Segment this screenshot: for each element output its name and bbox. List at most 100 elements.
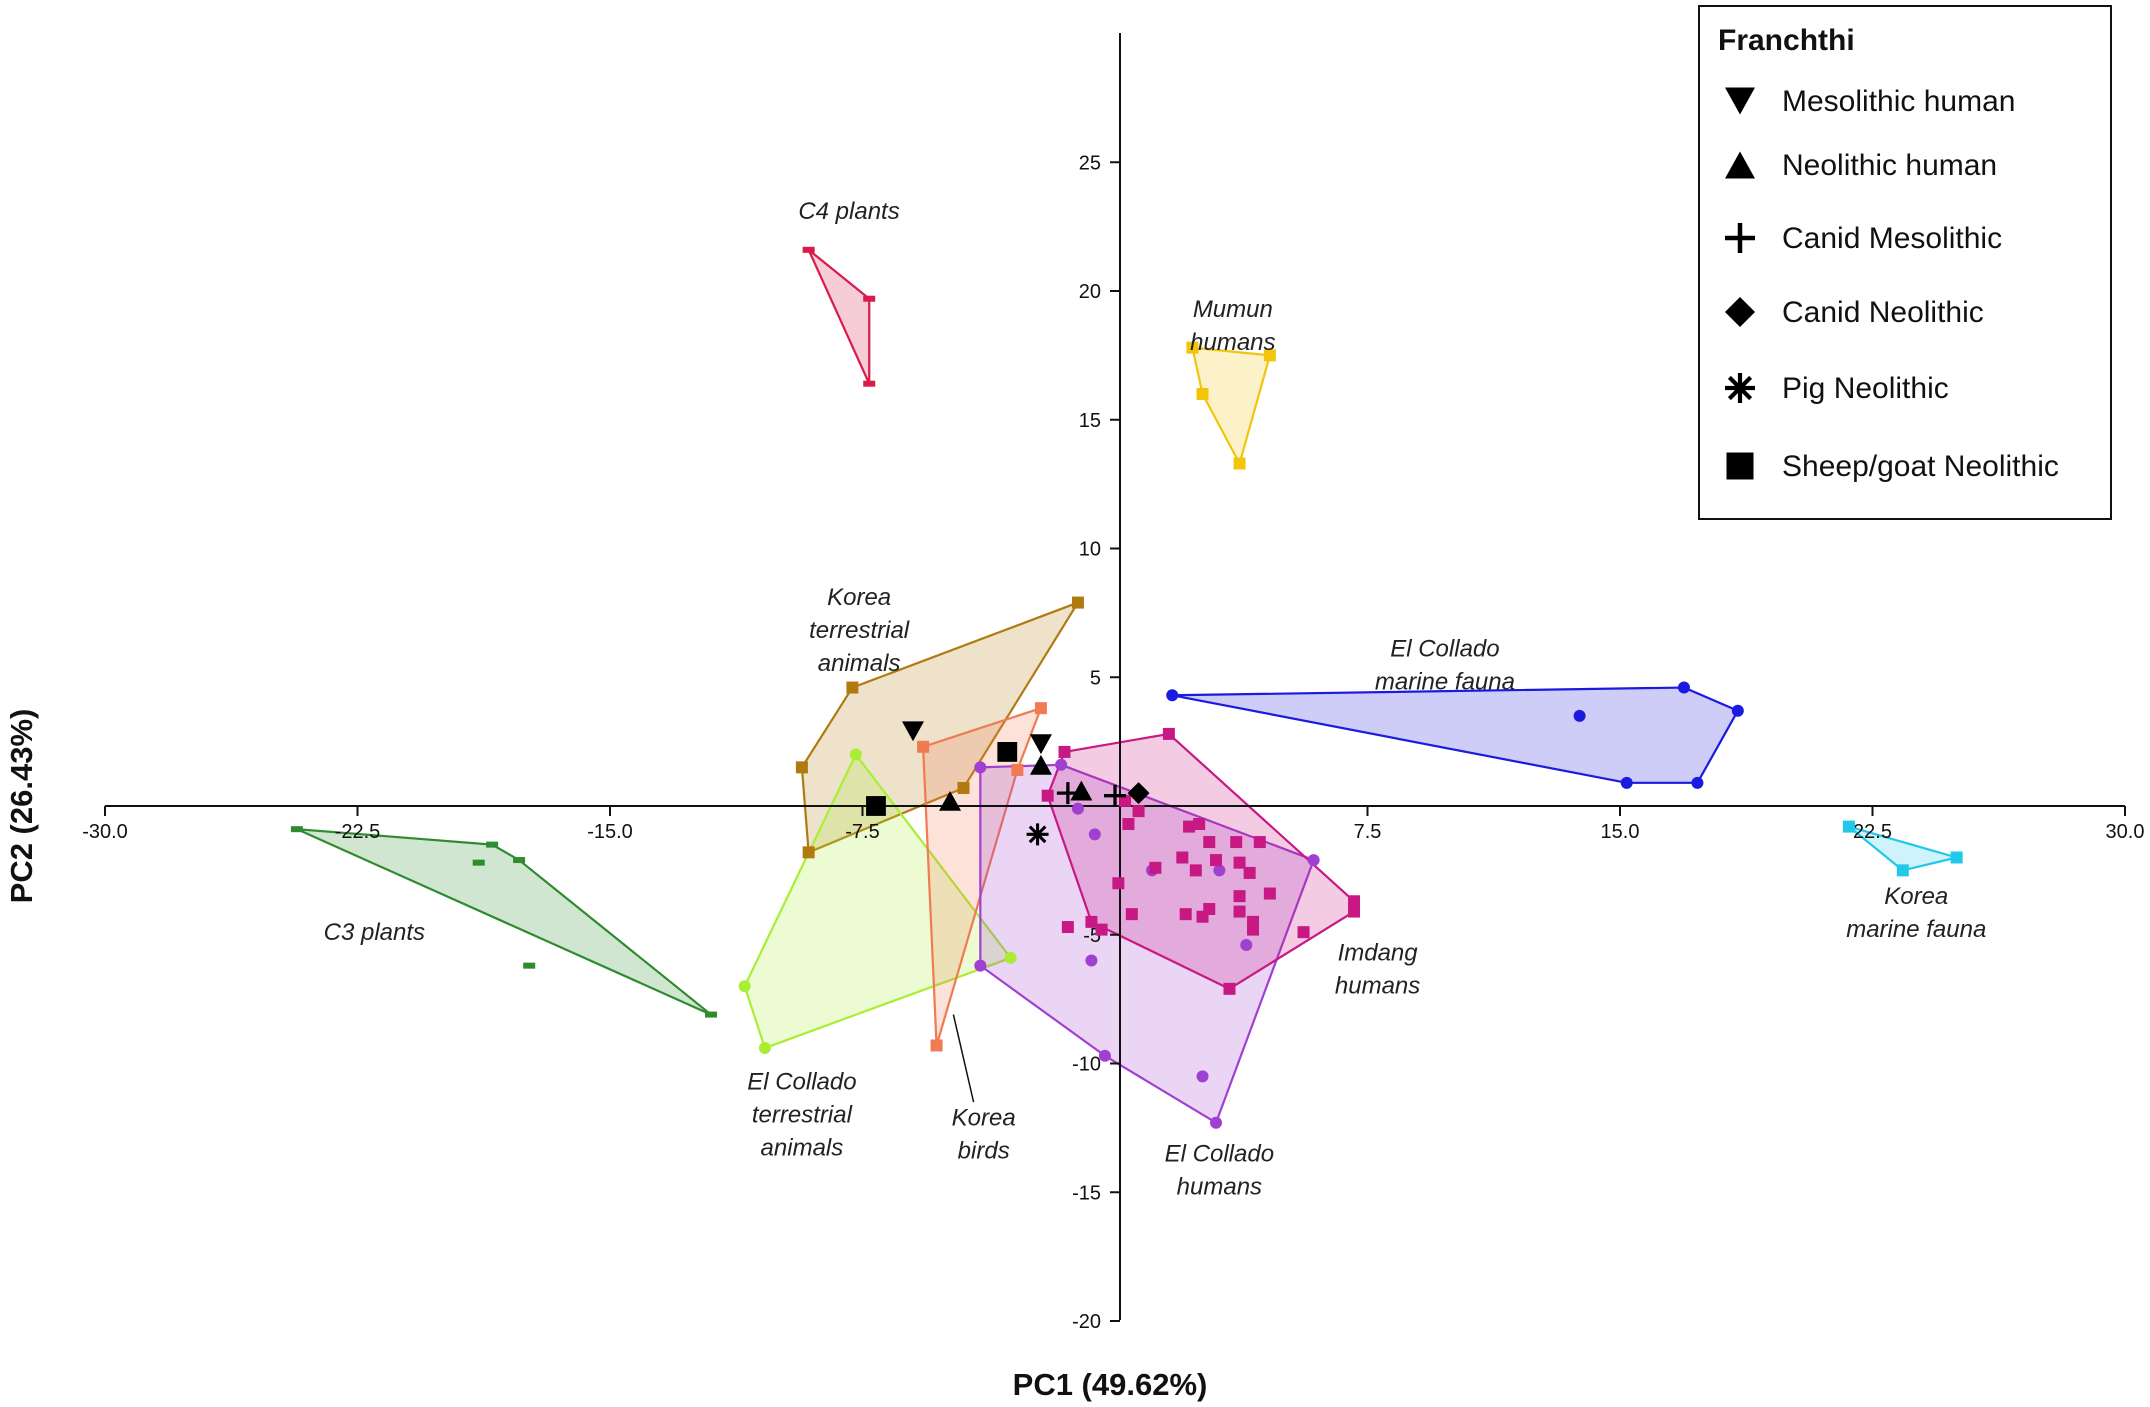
- point-imdang-humans: [1125, 908, 1138, 921]
- point-imdang-humans: [1233, 890, 1246, 903]
- point-el-collado-humans: [1098, 1049, 1111, 1062]
- group-hulls: [295, 248, 1958, 1124]
- hull-el-collado-marine-fauna: [1171, 686, 1739, 784]
- point-imdang-humans: [1132, 805, 1145, 818]
- point-imdang-humans: [1041, 789, 1054, 802]
- point-el-collado-humans: [1085, 954, 1098, 967]
- legend-title: Franchthi: [1718, 24, 1855, 57]
- point-mumun-humans: [1196, 388, 1209, 400]
- point-imdang-humans: [1247, 923, 1260, 936]
- point-el-collado-humans: [974, 761, 987, 774]
- label-korea-terrestrial-animals: terrestrial: [809, 617, 910, 644]
- y-tick-label: 20: [1079, 281, 1101, 303]
- x-tick-label: 7.5: [1354, 821, 1382, 843]
- point-c3-plants: [523, 962, 536, 969]
- point-imdang-humans: [1253, 836, 1266, 849]
- point-el-collado-terrestrial-animals: [758, 1042, 771, 1055]
- label-el-collado-marine-fauna: El Collado: [1390, 636, 1499, 663]
- point-korea-terrestrial-animals: [957, 781, 970, 794]
- point-imdang-humans: [1176, 851, 1189, 864]
- point-el-collado-humans: [1210, 1116, 1222, 1129]
- hull-c4-plants: [807, 248, 871, 385]
- point-korea-birds: [917, 740, 930, 753]
- x-tick-label: 15.0: [1601, 821, 1640, 843]
- label-el-collado-humans: humans: [1177, 1173, 1262, 1200]
- label-korea-terrestrial-animals: Korea: [827, 584, 891, 611]
- point-imdang-humans: [1348, 905, 1361, 918]
- label-el-collado-terrestrial-animals: terrestrial: [752, 1101, 853, 1128]
- legend-label-pig-neolithic: Pig Neolithic: [1782, 372, 1949, 405]
- korea-birds-leader-line: [952, 1014, 975, 1103]
- y-tick-label: 15: [1079, 410, 1101, 432]
- x-axis-title: PC1 (49.62%): [1013, 1367, 1208, 1402]
- hull-mumun-humans: [1191, 346, 1271, 465]
- legend-marker-canid-neolithic: [1725, 297, 1755, 327]
- point-korea-terrestrial-animals: [1071, 596, 1084, 609]
- legend-label-mesolithic-human: Mesolithic human: [1782, 85, 2015, 118]
- point-imdang-humans: [1196, 910, 1209, 923]
- point-imdang-humans: [1183, 820, 1196, 833]
- legend-label-canid-mesolithic: Canid Mesolithic: [1782, 222, 2002, 255]
- point-korea-marine-fauna: [1950, 851, 1963, 864]
- point-imdang-humans: [1179, 908, 1192, 921]
- point-imdang-humans: [1233, 905, 1246, 918]
- point-el-collado-terrestrial-animals: [849, 748, 862, 761]
- point-el-collado-terrestrial-animals: [1004, 951, 1017, 964]
- franchthi-mesolithic-human-point: [902, 721, 924, 742]
- point-el-collado-marine-fauna: [1166, 689, 1179, 702]
- legend-label-sheep-goat-neolithic: Sheep/goat Neolithic: [1782, 450, 2059, 483]
- franchthi-mesolithic-human-point: [1029, 734, 1052, 755]
- group-labels: C4 plants Mumun humans C3 plants Korea terres…: [324, 198, 1987, 1200]
- point-imdang-humans: [1210, 854, 1222, 867]
- legend-marker-neolithic-human: [1725, 151, 1755, 179]
- y-axis-title: PC2 (26.43%): [4, 709, 39, 904]
- x-tick-label: -30.0: [82, 821, 128, 843]
- franchthi-canid-neolithic-point: [1127, 782, 1150, 805]
- point-el-collado-humans: [1196, 1070, 1209, 1083]
- point-korea-marine-fauna: [1842, 820, 1855, 833]
- franchthi-sheep-goat-neolithic-point: [866, 796, 886, 816]
- point-imdang-humans: [1058, 745, 1071, 758]
- legend-marker-mesolithic-human: [1725, 87, 1755, 115]
- point-imdang-humans: [1230, 836, 1243, 849]
- hull-korea-terrestrial-animals: [800, 601, 1080, 854]
- point-imdang-humans: [1189, 864, 1202, 877]
- legend-box: [1698, 5, 2112, 520]
- x-tick-label: -22.5: [335, 821, 381, 843]
- point-imdang-humans: [1122, 818, 1135, 831]
- legend-marker-canid-mesolithic: [1725, 223, 1755, 253]
- point-imdang-humans: [1095, 923, 1108, 936]
- point-imdang-humans: [1233, 856, 1246, 869]
- y-tick-label: 10: [1079, 539, 1101, 561]
- point-imdang-humans: [1243, 866, 1256, 879]
- label-korea-birds: birds: [958, 1137, 1010, 1164]
- point-el-collado-humans: [1088, 828, 1101, 841]
- hull-korea-marine-fauna: [1847, 825, 1958, 872]
- franchthi-neolithic-human-point: [1029, 754, 1052, 775]
- label-imdang-humans: humans: [1335, 973, 1420, 1000]
- label-korea-birds: Korea: [952, 1104, 1016, 1131]
- label-c4-plants: C4 plants: [798, 198, 899, 225]
- franchthi-neolithic-human-point: [1070, 780, 1093, 801]
- franchthi-points: [866, 721, 1150, 846]
- point-el-collado-humans: [974, 959, 987, 972]
- point-korea-terrestrial-animals: [802, 846, 815, 859]
- point-c3-plants: [472, 859, 485, 866]
- label-korea-marine-fauna: marine fauna: [1846, 916, 1986, 943]
- point-imdang-humans: [1085, 915, 1098, 928]
- point-korea-terrestrial-animals: [795, 761, 808, 774]
- x-tick-label: -7.5: [845, 821, 879, 843]
- x-tick-label: 30.0: [2106, 821, 2145, 843]
- point-korea-birds: [1011, 763, 1024, 776]
- legend-marker-pig-neolithic: [1725, 373, 1755, 403]
- point-el-collado-humans: [1240, 939, 1253, 952]
- point-imdang-humans: [1119, 794, 1132, 807]
- point-korea-terrestrial-animals: [846, 681, 859, 694]
- x-tick-label: -15.0: [587, 821, 633, 843]
- y-tick-label: 5: [1090, 667, 1101, 689]
- point-korea-marine-fauna: [1896, 864, 1909, 877]
- label-mumun-humans: Mumun: [1193, 296, 1273, 323]
- label-imdang-humans: Imdang: [1338, 940, 1419, 967]
- point-imdang-humans: [1348, 895, 1361, 908]
